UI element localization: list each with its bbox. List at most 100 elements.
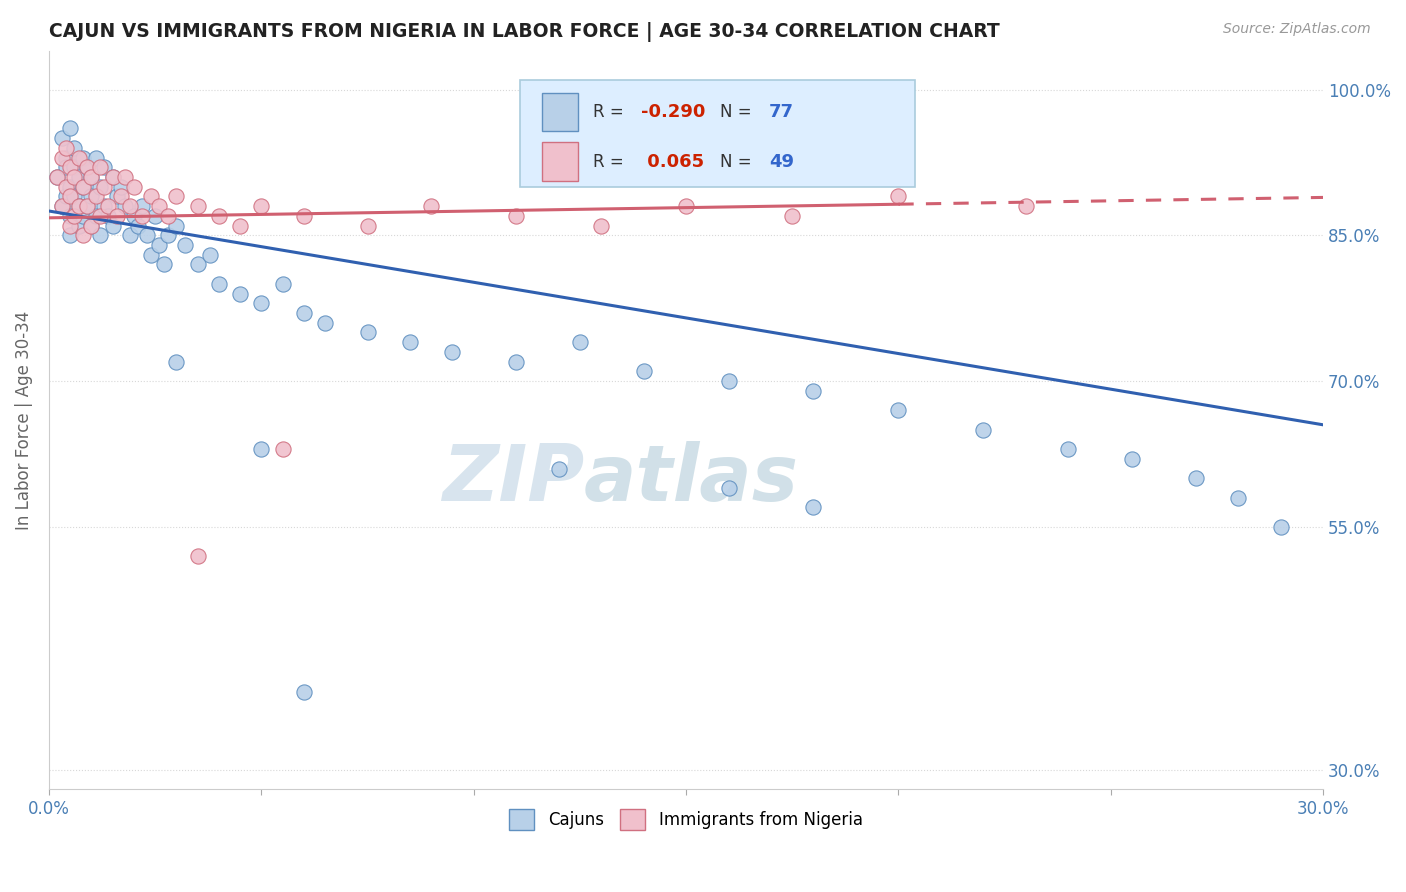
Point	[55, 179, 77, 194]
Bar	[543, 143, 578, 181]
Point	[356, 219, 378, 233]
Point	[131, 199, 153, 213]
Point	[59, 219, 82, 233]
Point	[80, 169, 103, 184]
Point	[122, 209, 145, 223]
Text: atlas: atlas	[583, 441, 799, 517]
Point	[76, 161, 98, 175]
Point	[1015, 199, 1038, 213]
Point	[63, 161, 86, 175]
Point	[165, 219, 187, 233]
Point	[292, 306, 315, 320]
Point	[63, 209, 86, 223]
Point	[97, 209, 120, 223]
Point	[59, 121, 82, 136]
Point	[51, 151, 73, 165]
Point	[547, 461, 569, 475]
Point	[59, 209, 82, 223]
Point	[156, 209, 179, 223]
Bar	[543, 93, 578, 131]
Point	[148, 199, 170, 213]
Point	[803, 384, 825, 398]
Point	[156, 228, 179, 243]
Point	[633, 364, 655, 378]
Point	[208, 277, 231, 291]
Point	[67, 199, 90, 213]
Y-axis label: In Labor Force | Age 30-34: In Labor Force | Age 30-34	[15, 310, 32, 530]
Point	[110, 189, 132, 203]
Point	[505, 209, 527, 223]
Point	[67, 151, 90, 165]
Point	[591, 219, 613, 233]
Text: -0.290: -0.290	[641, 103, 706, 120]
Point	[72, 179, 94, 194]
Point	[76, 199, 98, 213]
Point	[51, 199, 73, 213]
Point	[84, 189, 107, 203]
Point	[72, 179, 94, 194]
Point	[63, 141, 86, 155]
Point	[110, 179, 132, 194]
Point	[93, 161, 115, 175]
Point	[139, 189, 162, 203]
Point	[84, 151, 107, 165]
Point	[72, 228, 94, 243]
Text: R =: R =	[593, 103, 628, 120]
Point	[165, 189, 187, 203]
Point	[89, 179, 111, 194]
Point	[101, 219, 124, 233]
Point	[356, 326, 378, 340]
Text: 49: 49	[769, 153, 794, 170]
Point	[675, 199, 697, 213]
Point	[1227, 491, 1250, 505]
Point	[59, 161, 82, 175]
Point	[717, 374, 740, 388]
Point	[59, 179, 82, 194]
Point	[51, 131, 73, 145]
Point	[80, 219, 103, 233]
Point	[67, 169, 90, 184]
Text: ZIP: ZIP	[441, 441, 583, 517]
Point	[135, 228, 157, 243]
Point	[568, 335, 591, 350]
Point	[399, 335, 422, 350]
Point	[51, 199, 73, 213]
Point	[127, 219, 149, 233]
Text: N =: N =	[720, 103, 758, 120]
Point	[139, 248, 162, 262]
Point	[271, 442, 294, 456]
Point	[887, 403, 910, 417]
Point	[55, 161, 77, 175]
Point	[173, 238, 195, 252]
Point	[63, 189, 86, 203]
Point	[250, 199, 273, 213]
Text: R =: R =	[593, 153, 628, 170]
Point	[229, 286, 252, 301]
Point	[55, 141, 77, 155]
Point	[717, 481, 740, 495]
Point	[420, 199, 443, 213]
Point	[131, 209, 153, 223]
Point	[67, 199, 90, 213]
Point	[314, 316, 336, 330]
Point	[441, 345, 464, 359]
Point	[89, 209, 111, 223]
Point	[114, 169, 136, 184]
Point	[55, 151, 77, 165]
Point	[59, 228, 82, 243]
Point	[63, 169, 86, 184]
Point	[271, 277, 294, 291]
Point	[187, 257, 209, 271]
Point	[187, 199, 209, 213]
Point	[89, 161, 111, 175]
Text: Source: ZipAtlas.com: Source: ZipAtlas.com	[1223, 22, 1371, 37]
Text: 0.065: 0.065	[641, 153, 704, 170]
Point	[72, 151, 94, 165]
Point	[972, 423, 994, 437]
Point	[292, 209, 315, 223]
Point	[1184, 471, 1206, 485]
Point	[505, 354, 527, 368]
Point	[200, 248, 222, 262]
Point	[93, 199, 115, 213]
Point	[67, 219, 90, 233]
